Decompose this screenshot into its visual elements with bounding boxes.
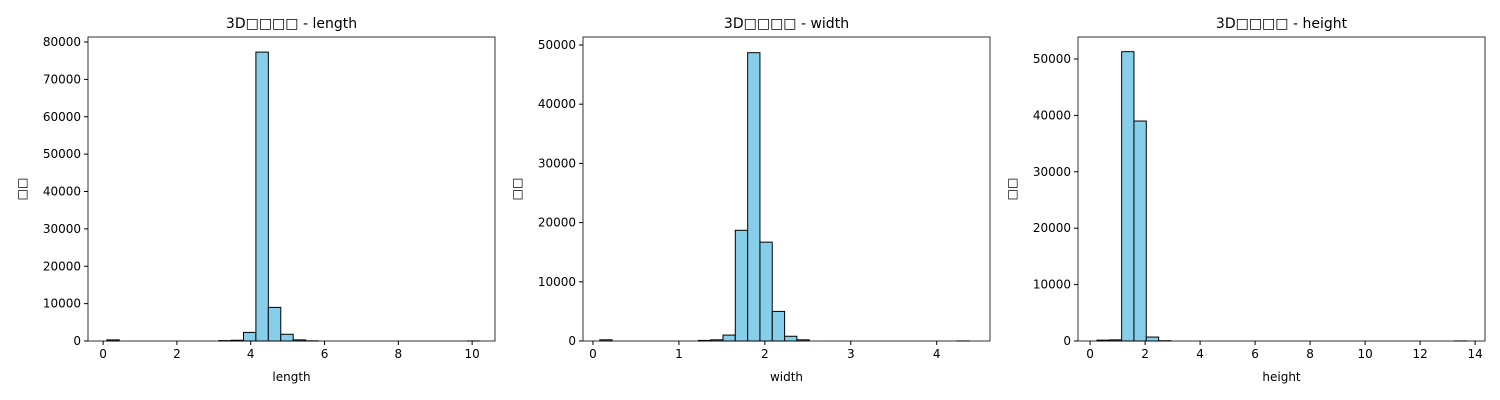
x-tick-label: 10 [1357,347,1372,361]
x-tick-label: 3 [847,347,855,361]
bar [280,333,294,342]
y-tick-label: 50000 [1033,52,1071,66]
y-tick-label: 60000 [43,110,81,124]
x-tick-label: 6 [1251,347,1259,361]
x-tick-label: 2 [173,347,181,361]
x-tick-label: 0 [99,347,107,361]
y-tick-label: 20000 [43,259,81,273]
bar [255,51,269,342]
x-axis-label: width [770,370,803,384]
bar [267,306,282,342]
y-tick-label: 0 [73,334,81,348]
x-tick-label: 4 [247,347,255,361]
x-tick-label: 0 [589,347,597,361]
bar [1145,336,1160,342]
subplot: 0 2 4 6 8 10 12 14 0 10000 20000 30000 40000 50000 3D□… [1005,16,1486,384]
x-tick-label: 10 [464,347,479,361]
bar [771,310,786,342]
y-tick-label: 50000 [43,147,81,161]
y-tick-label: 20000 [1033,221,1071,235]
x-tick-label: 6 [321,347,329,361]
bar [759,241,773,342]
y-axis-label: □□ [510,178,524,201]
bar [1133,120,1147,342]
y-tick-label: 50000 [538,38,576,52]
x-tick-label: 8 [1306,347,1314,361]
axes-frame [87,36,496,342]
axes-frame [1077,36,1486,342]
x-tick-label: 2 [1141,347,1149,361]
subplot: 0 2 4 6 8 10 0 10000 20000 30000 40000 50000 60000 70… [15,16,496,384]
x-tick-label: 12 [1412,347,1427,361]
y-tick-label: 20000 [538,216,576,230]
chart-title: 3D□□□□ - width [724,16,849,32]
y-tick-label: 10000 [1033,278,1071,292]
x-tick-label: 1 [675,347,683,361]
y-tick-label: 0 [1063,334,1071,348]
axes-frame [582,36,991,342]
x-tick-label: 0 [1086,347,1094,361]
x-tick-label: 2 [761,347,769,361]
y-tick-label: 80000 [43,35,81,49]
bar [722,334,736,342]
x-tick-label: 4 [1196,347,1204,361]
y-tick-label: 30000 [1033,165,1071,179]
y-axis-label: □□ [15,178,29,201]
y-tick-label: 40000 [43,185,81,199]
subplot: 0 1 2 3 4 0 10000 20000 30000 40000 50000 3D□□□□ - … [510,16,991,384]
bar [784,335,798,342]
x-tick-label: 4 [933,347,941,361]
y-tick-label: 70000 [43,72,81,86]
y-tick-label: 30000 [538,156,576,170]
chart-title: 3D□□□□ - height [1216,16,1348,32]
chart-title: 3D□□□□ - length [226,16,357,32]
y-tick-label: 10000 [43,297,81,311]
x-tick-label: 14 [1467,347,1482,361]
x-axis-label: height [1262,370,1301,384]
x-tick-label: 8 [395,347,403,361]
y-tick-label: 40000 [1033,108,1071,122]
bar [242,331,257,342]
y-tick-label: 10000 [538,275,576,289]
y-tick-label: 0 [568,334,576,348]
y-axis-label: □□ [1005,178,1019,201]
x-axis-label: length [272,370,310,384]
bar [1121,51,1135,342]
y-tick-label: 30000 [43,222,81,236]
bar [734,229,749,342]
y-tick-label: 40000 [538,97,576,111]
bar [747,52,761,342]
